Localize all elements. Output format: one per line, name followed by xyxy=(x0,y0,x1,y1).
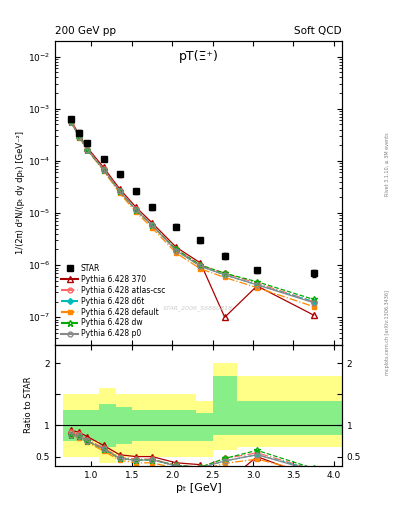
Y-axis label: 1/(2π) d²N/(pₜ dy dpₜ) [GeV⁻²]: 1/(2π) d²N/(pₜ dy dpₜ) [GeV⁻²] xyxy=(16,131,25,254)
Pythia 6.428 d6t xyxy=(255,282,259,288)
Pythia 6.428 d6t xyxy=(150,222,154,228)
Pythia 6.428 d6t xyxy=(134,207,138,213)
Pythia 6.428 d6t xyxy=(222,272,227,278)
Pythia 6.428 d6t xyxy=(77,134,82,140)
Pythia 6.428 p0 xyxy=(311,300,316,306)
Line: Pythia 6.428 dw: Pythia 6.428 dw xyxy=(68,119,317,303)
Pythia 6.428 dw xyxy=(150,222,154,228)
Pythia 6.428 atlas-csc xyxy=(134,206,138,212)
Pythia 6.428 d6t xyxy=(118,188,122,195)
Pythia 6.428 p0 xyxy=(150,222,154,228)
Legend: STAR, Pythia 6.428 370, Pythia 6.428 atlas-csc, Pythia 6.428 d6t, Pythia 6.428 d: STAR, Pythia 6.428 370, Pythia 6.428 atl… xyxy=(59,262,168,340)
Pythia 6.428 p0 xyxy=(69,119,73,125)
Pythia 6.428 d6t xyxy=(311,298,316,305)
Pythia 6.428 p0 xyxy=(85,146,90,153)
Pythia 6.428 p0 xyxy=(118,188,122,195)
Pythia 6.428 default xyxy=(134,209,138,215)
Pythia 6.428 dw xyxy=(222,270,227,276)
Pythia 6.428 atlas-csc xyxy=(118,187,122,194)
Pythia 6.428 atlas-csc xyxy=(77,133,82,139)
Pythia 6.428 370 xyxy=(255,283,259,289)
Pythia 6.428 370 xyxy=(69,117,73,123)
Pythia 6.428 atlas-csc xyxy=(150,222,154,228)
Text: Rivet 3.1.10, ≥ 3M events: Rivet 3.1.10, ≥ 3M events xyxy=(385,132,389,196)
Pythia 6.428 dw xyxy=(134,207,138,213)
Pythia 6.428 p0 xyxy=(198,263,203,269)
Line: Pythia 6.428 p0: Pythia 6.428 p0 xyxy=(69,120,316,305)
Line: Pythia 6.428 370: Pythia 6.428 370 xyxy=(68,118,316,320)
Pythia 6.428 default xyxy=(69,119,73,125)
Pythia 6.428 default xyxy=(174,250,178,256)
Pythia 6.428 p0 xyxy=(255,282,259,288)
Pythia 6.428 atlas-csc xyxy=(255,280,259,286)
Pythia 6.428 default xyxy=(85,147,90,153)
Pythia 6.428 d6t xyxy=(101,166,106,173)
Pythia 6.428 dw xyxy=(174,246,178,252)
Pythia 6.428 atlas-csc xyxy=(101,166,106,172)
Pythia 6.428 atlas-csc xyxy=(85,146,90,152)
Pythia 6.428 p0 xyxy=(174,247,178,253)
Pythia 6.428 dw xyxy=(118,188,122,195)
Pythia 6.428 dw xyxy=(101,166,106,173)
Pythia 6.428 370 xyxy=(118,186,122,192)
Pythia 6.428 default xyxy=(222,274,227,281)
Pythia 6.428 dw xyxy=(85,146,90,153)
Pythia 6.428 370 xyxy=(77,132,82,138)
Pythia 6.428 default xyxy=(118,190,122,196)
Pythia 6.428 atlas-csc xyxy=(222,270,227,276)
Pythia 6.428 atlas-csc xyxy=(69,118,73,124)
Pythia 6.428 370 xyxy=(311,312,316,318)
Pythia 6.428 370 xyxy=(85,144,90,151)
Pythia 6.428 dw xyxy=(198,262,203,268)
Pythia 6.428 370 xyxy=(198,260,203,266)
Line: Pythia 6.428 d6t: Pythia 6.428 d6t xyxy=(69,120,316,304)
Pythia 6.428 dw xyxy=(77,134,82,140)
Pythia 6.428 p0 xyxy=(134,207,138,213)
Pythia 6.428 d6t xyxy=(69,119,73,125)
Pythia 6.428 atlas-csc xyxy=(198,262,203,268)
Pythia 6.428 default xyxy=(255,285,259,291)
Line: Pythia 6.428 atlas-csc: Pythia 6.428 atlas-csc xyxy=(69,119,316,304)
Pythia 6.428 d6t xyxy=(85,146,90,153)
Line: Pythia 6.428 default: Pythia 6.428 default xyxy=(69,120,316,309)
Pythia 6.428 p0 xyxy=(101,166,106,173)
Pythia 6.428 370 xyxy=(150,220,154,226)
Y-axis label: Ratio to STAR: Ratio to STAR xyxy=(24,377,33,434)
Text: pT(Ξ⁺): pT(Ξ⁺) xyxy=(178,50,219,63)
Pythia 6.428 default xyxy=(150,225,154,231)
Pythia 6.428 p0 xyxy=(222,272,227,278)
Pythia 6.428 370 xyxy=(222,314,227,321)
Text: mcplots.cern.ch [arXiv:1306.3436]: mcplots.cern.ch [arXiv:1306.3436] xyxy=(385,290,389,375)
Pythia 6.428 default xyxy=(101,167,106,174)
Pythia 6.428 370 xyxy=(101,164,106,170)
Text: 200 GeV pp: 200 GeV pp xyxy=(55,26,116,36)
Text: STAR_2006_S6860818: STAR_2006_S6860818 xyxy=(163,305,233,311)
X-axis label: pₜ [GeV]: pₜ [GeV] xyxy=(176,482,221,493)
Pythia 6.428 d6t xyxy=(198,263,203,269)
Pythia 6.428 dw xyxy=(69,119,73,125)
Pythia 6.428 dw xyxy=(255,279,259,285)
Pythia 6.428 default xyxy=(77,135,82,141)
Pythia 6.428 default xyxy=(311,304,316,310)
Pythia 6.428 p0 xyxy=(77,134,82,140)
Pythia 6.428 370 xyxy=(134,204,138,210)
Pythia 6.428 370 xyxy=(174,244,178,250)
Pythia 6.428 d6t xyxy=(174,247,178,253)
Pythia 6.428 dw xyxy=(311,296,316,303)
Pythia 6.428 default xyxy=(198,266,203,272)
Pythia 6.428 atlas-csc xyxy=(311,298,316,305)
Pythia 6.428 atlas-csc xyxy=(174,246,178,252)
Text: Soft QCD: Soft QCD xyxy=(294,26,342,36)
